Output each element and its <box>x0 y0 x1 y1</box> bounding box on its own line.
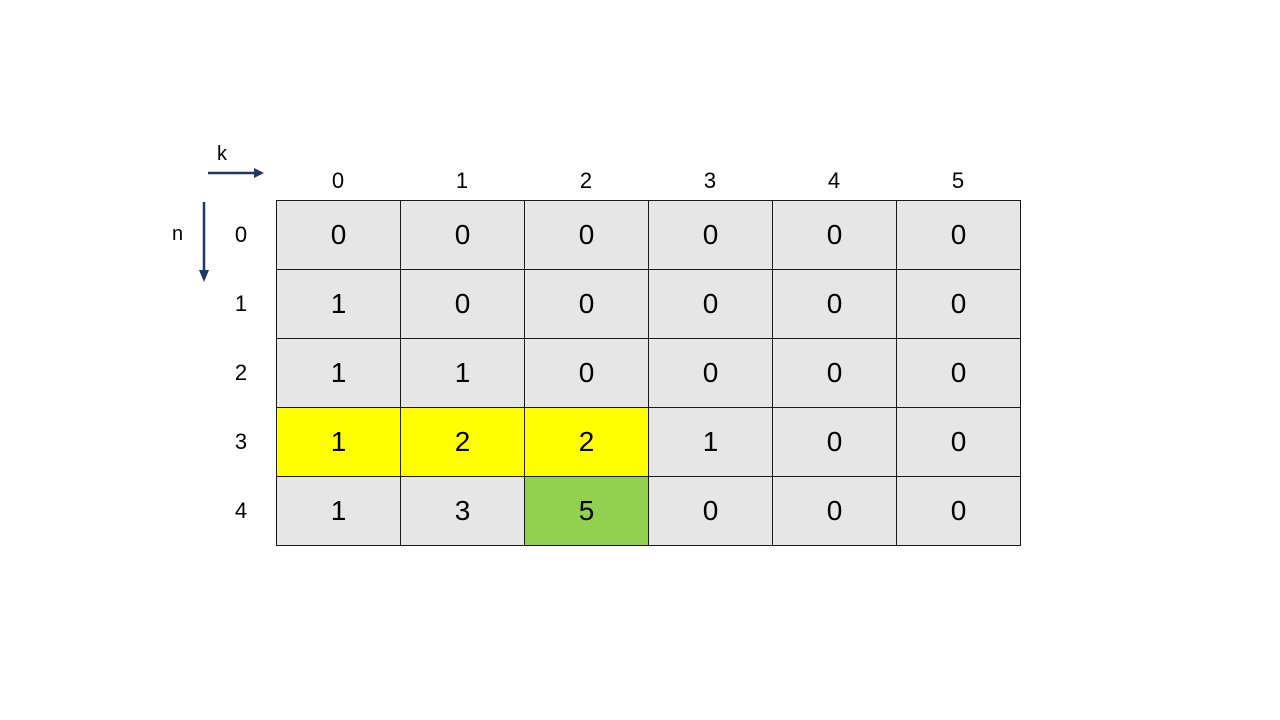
column-header-k4: 4 <box>772 168 896 194</box>
table-cell-n1-k5: 0 <box>897 270 1021 339</box>
table-cell-n2-k2: 0 <box>525 339 649 408</box>
k-axis-label: k <box>217 143 227 166</box>
table-cell-n0-k5: 0 <box>897 201 1021 270</box>
table-cell-n3-k5: 0 <box>897 408 1021 477</box>
table-cell-n4-k0: 1 <box>277 477 401 546</box>
table-cell-n3-k4: 0 <box>773 408 897 477</box>
table-cell-n0-k0: 0 <box>277 201 401 270</box>
table-cell-n1-k3: 0 <box>649 270 773 339</box>
table-cell-n2-k4: 0 <box>773 339 897 408</box>
table-cell-n0-k2: 0 <box>525 201 649 270</box>
row-header-n4: 4 <box>225 476 257 545</box>
table-cell-n3-k3: 1 <box>649 408 773 477</box>
table-cell-n1-k4: 0 <box>773 270 897 339</box>
k-direction-arrow-icon <box>206 166 266 180</box>
table-cell-n3-k1: 2 <box>401 408 525 477</box>
column-header-k1: 1 <box>400 168 524 194</box>
column-header-k3: 3 <box>648 168 772 194</box>
table-cell-n0-k1: 0 <box>401 201 525 270</box>
table-cell-n4-k5: 0 <box>897 477 1021 546</box>
table-cell-n1-k2: 0 <box>525 270 649 339</box>
table-cell-n1-k1: 0 <box>401 270 525 339</box>
row-header-n1: 1 <box>225 269 257 338</box>
table-cell-n4-k1: 3 <box>401 477 525 546</box>
table-cell-n1-k0: 1 <box>277 270 401 339</box>
table-cell-n0-k3: 0 <box>649 201 773 270</box>
table-cell-n3-k2: 2 <box>525 408 649 477</box>
column-header-k0: 0 <box>276 168 400 194</box>
column-header-k5: 5 <box>896 168 1020 194</box>
table-cell-n2-k1: 1 <box>401 339 525 408</box>
table-cell-n3-k0: 1 <box>277 408 401 477</box>
table-cell-n2-k5: 0 <box>897 339 1021 408</box>
row-header-n2: 2 <box>225 338 257 407</box>
table-cell-n4-k2: 5 <box>525 477 649 546</box>
n-direction-arrow-icon <box>197 200 211 284</box>
row-header-n0: 0 <box>225 200 257 269</box>
table-cell-n2-k0: 1 <box>277 339 401 408</box>
table-cell-n4-k4: 0 <box>773 477 897 546</box>
column-header-k2: 2 <box>524 168 648 194</box>
row-header-n3: 3 <box>225 407 257 476</box>
table-cell-n0-k4: 0 <box>773 201 897 270</box>
table-cell-n4-k3: 0 <box>649 477 773 546</box>
table-cell-n2-k3: 0 <box>649 339 773 408</box>
n-axis-label: n <box>172 223 183 246</box>
